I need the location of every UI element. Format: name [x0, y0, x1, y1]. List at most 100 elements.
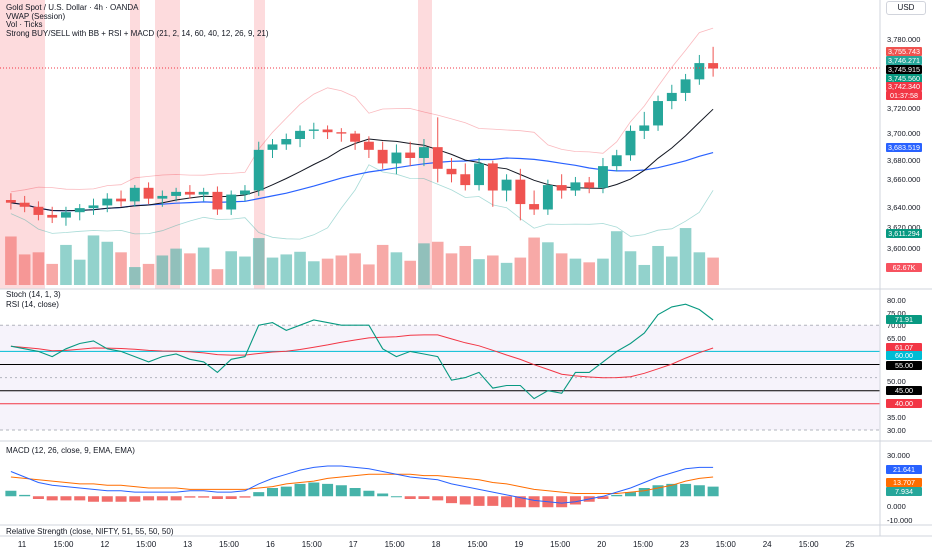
macd-histogram-bar [404, 496, 416, 499]
candle-body [487, 163, 498, 191]
macd-histogram-bar [198, 496, 210, 498]
rsi-tick-label: 65.00 [887, 334, 906, 343]
macd-histogram-bar [652, 485, 664, 497]
stoch-pane-title[interactable]: Stoch (14, 1, 3) [6, 290, 61, 299]
macd-histogram-bar [363, 490, 375, 497]
candle-body [33, 206, 44, 215]
time-tick-label: 24 [762, 540, 772, 549]
volume-bar [404, 260, 416, 285]
vwap-legend[interactable]: VWAP (Session) [6, 11, 66, 21]
price-tag: 3,611.294 [886, 229, 922, 238]
macd-histogram-bar [459, 496, 471, 505]
symbol-title[interactable]: Gold Spot / U.S. Dollar · 4h · OANDA [6, 3, 139, 12]
price-tick-label: 3,660.000 [887, 175, 921, 184]
macd-tick-label: -10.000 [887, 516, 913, 525]
candle-body [61, 212, 71, 218]
price-tick-label: 3,620.000 [887, 223, 921, 232]
price-tick-label: 3,780.000 [887, 35, 921, 44]
candle-body [253, 149, 264, 191]
rsi-pane [0, 303, 880, 431]
rsi-tag: 45.00 [886, 386, 922, 395]
macd-histogram-bar [308, 482, 320, 497]
macd-histogram-bar [5, 490, 17, 497]
volume-bar [211, 269, 224, 285]
macd-histogram-bar [473, 496, 485, 506]
macd-histogram-bar [349, 488, 361, 497]
rsi-line [10, 303, 714, 400]
time-tick-label: 11 [17, 540, 27, 549]
time-tick-label: 15:00 [53, 540, 74, 549]
time-tick-label: 15:00 [798, 540, 819, 549]
macd-histogram-bar [556, 496, 568, 508]
rs-pane-title[interactable]: Relative Strength (close, NIFTY, 51, 55,… [6, 527, 174, 536]
rsi-tick-label: 75.00 [887, 309, 906, 318]
candle-body [350, 133, 361, 142]
price-tag: 3,683.519 [886, 143, 922, 152]
volume-bar [679, 228, 692, 285]
candle-body [598, 166, 608, 188]
candle-body [432, 147, 443, 169]
macd-tick-label: 30.000 [887, 451, 910, 460]
bb-lower-band [10, 164, 714, 240]
volume-bar [156, 255, 169, 285]
volume-bar [335, 255, 348, 285]
price-tag: 3,746.271 [886, 56, 922, 65]
candle-body [446, 168, 457, 175]
macd-histogram-bar [680, 483, 692, 497]
rsi-pane-title[interactable]: RSI (14, close) [6, 300, 59, 309]
volume-bar [73, 259, 86, 285]
volume-bar [252, 238, 265, 285]
currency-selector[interactable]: USD [886, 1, 926, 15]
candle-body [5, 200, 16, 203]
volume-bar [638, 264, 651, 285]
macd-histogram-bar [170, 496, 182, 501]
signal-zone-4 [418, 0, 432, 289]
volume-bar [308, 261, 320, 285]
price-tick-label: 3,600.000 [887, 244, 921, 253]
candle-body [515, 179, 526, 205]
candle-body [47, 214, 58, 218]
candle-body [419, 147, 429, 158]
rsi-tag: 55.00 [886, 361, 922, 370]
volume-bar [170, 248, 182, 285]
volume-legend[interactable]: Vol · Ticks [6, 20, 43, 30]
volume-bar [280, 254, 293, 285]
time-tick-label: 16 [265, 540, 275, 549]
time-tick-label: 19 [514, 540, 524, 549]
candle-body [226, 194, 237, 210]
macd-histogram-bar [597, 496, 609, 499]
macd-signal-line [10, 473, 714, 494]
macd-histogram-bar [266, 488, 279, 497]
candle-body [653, 101, 663, 126]
basis-line [10, 108, 714, 212]
volume-bar [431, 241, 444, 285]
volume-bar [514, 257, 527, 285]
macd-histogram-bar [693, 485, 705, 497]
strategy-legend[interactable]: Strong BUY/SELL with BB + RSI + MACD (21… [6, 29, 269, 39]
macd-tag: 7.934 [886, 487, 922, 496]
candle-body [708, 63, 719, 69]
candle-body [74, 208, 85, 213]
price-candles[interactable] [0, 46, 880, 226]
time-tick-label: 12 [100, 540, 110, 549]
macd-histogram-bar [514, 496, 526, 508]
time-tick-label: 18 [431, 540, 441, 549]
macd-histogram-bar [335, 485, 347, 497]
volume-bar [542, 242, 554, 285]
volume-bar [197, 247, 210, 285]
macd-histogram-bar [666, 483, 678, 497]
macd-pane-title[interactable]: MACD (12, 26, close, 9, EMA, EMA) [6, 446, 135, 455]
rsi-ma-line [10, 334, 714, 379]
macd-histogram-bar [60, 496, 72, 501]
macd-histogram-bar [280, 486, 292, 497]
volume-bar [445, 253, 458, 285]
volume-bar [142, 263, 155, 285]
candle-body [556, 185, 567, 191]
time-tick-label: 15:00 [550, 540, 571, 549]
macd-histogram-bar [501, 496, 513, 508]
volume-bar [624, 251, 637, 285]
time-tick-label: 15:00 [715, 540, 736, 549]
candle-body [363, 141, 374, 150]
volume-bar [18, 254, 31, 285]
